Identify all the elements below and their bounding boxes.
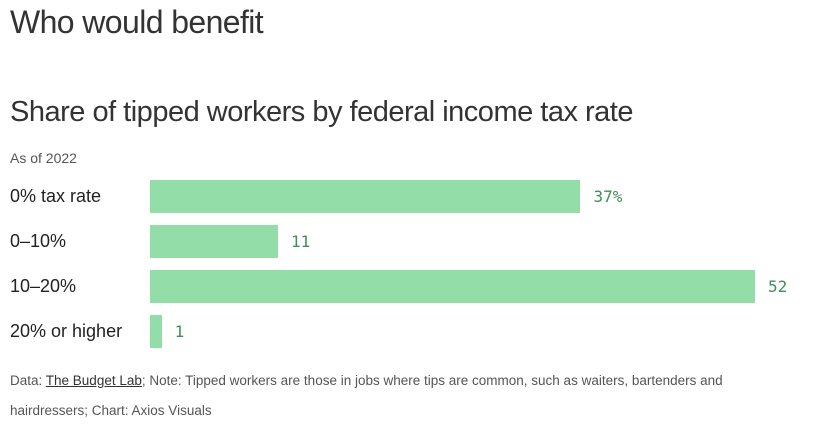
bar-row: 20% or higher 1	[0, 315, 814, 348]
value-label: 1	[174, 322, 185, 341]
category-label: 20% or higher	[10, 321, 123, 341]
bar	[150, 180, 581, 213]
value-label: 11	[290, 232, 311, 251]
category-label: 0–10%	[10, 231, 67, 251]
bar-row: 10–20% 52	[0, 270, 814, 303]
category-label: 10–20%	[10, 276, 77, 296]
category-label: 0% tax rate	[10, 186, 102, 206]
chart-title: Share of tipped workers by federal incom…	[10, 96, 634, 128]
value-label: 52	[768, 277, 788, 296]
headline: Who would benefit	[10, 4, 264, 40]
bar-row: 0–10% 11	[0, 225, 814, 258]
bar	[150, 315, 162, 348]
footer-note: ; Note: Tipped workers are those in jobs…	[10, 373, 723, 418]
chart-footer: Data: The Budget Lab; Note: Tipped worke…	[10, 366, 800, 426]
bar-row: 0% tax rate 37%	[0, 180, 814, 213]
bar	[150, 225, 278, 258]
footer-data-prefix: Data:	[10, 373, 46, 388]
value-label: 37%	[593, 187, 623, 206]
chart-subtitle: As of 2022	[10, 150, 77, 166]
bar-chart: 0% tax rate 37% 0–10% 11 10–20% 52 20% or high…	[0, 180, 814, 356]
bar	[150, 270, 755, 303]
source-link[interactable]: The Budget Lab	[45, 373, 142, 388]
